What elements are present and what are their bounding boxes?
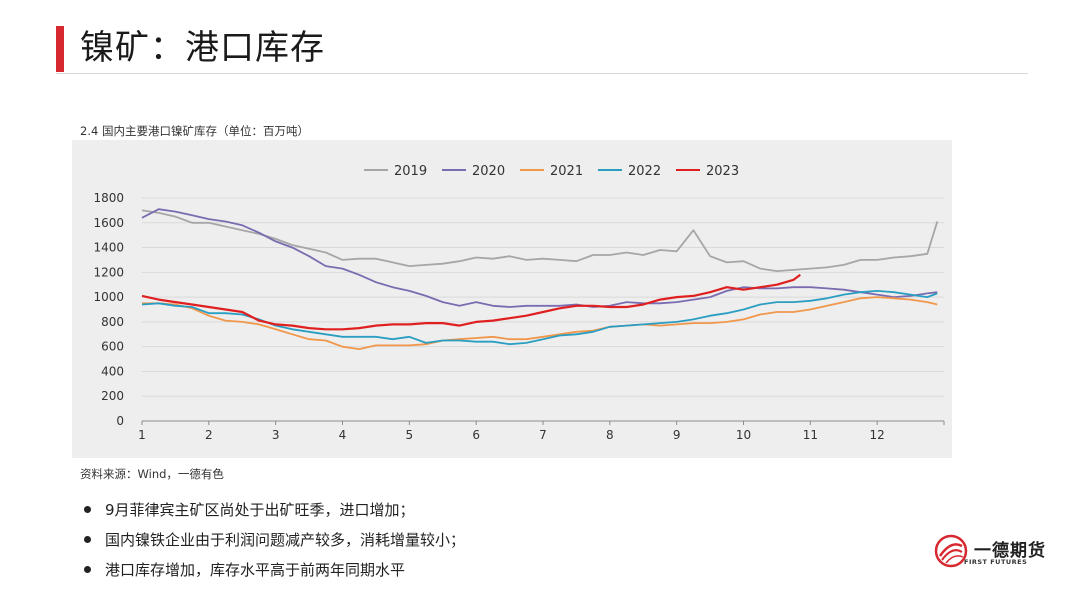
y-tick-label: 1200: [93, 265, 124, 279]
x-tick-label: 6: [472, 428, 480, 442]
company-logo: 一德期货 FIRST FUTURES: [934, 534, 1046, 574]
x-tick-label: 5: [406, 428, 414, 442]
bullet-item: 港口库存增加，库存水平高于前两年同期水平: [84, 554, 465, 584]
y-tick-label: 1400: [93, 241, 124, 255]
x-tick-label: 10: [736, 428, 751, 442]
bullet-dot-icon: [84, 565, 91, 573]
y-tick-label: 600: [101, 340, 124, 354]
legend-label-2023: 2023: [706, 164, 739, 179]
bullet-dot-icon: [84, 535, 91, 543]
y-tick-label: 0: [116, 414, 124, 428]
title-divider: [56, 73, 1028, 74]
x-tick-label: 4: [339, 428, 347, 442]
y-tick-label: 1600: [93, 216, 124, 230]
series-line-2021: [142, 296, 938, 351]
x-tick-label: 12: [870, 428, 885, 442]
bullet-list: 9月菲律宾主矿区尚处于出矿旺季，进口增加； 国内镍铁企业由于利润问题减产较多，消…: [84, 494, 465, 584]
legend-label-2019: 2019: [394, 164, 427, 179]
logo-subtitle: FIRST FUTURES: [964, 558, 1028, 566]
series-line-2020: [141, 208, 938, 308]
x-tick-label: 7: [539, 428, 547, 442]
chart-caption: 2.4 国内主要港口镍矿库存（单位：百万吨）: [80, 124, 309, 138]
x-tick-label: 2: [205, 428, 213, 442]
series-line-2019: [141, 209, 939, 273]
y-tick-label: 200: [101, 389, 124, 403]
y-tick-label: 1000: [93, 290, 124, 304]
bullet-item: 9月菲律宾主矿区尚处于出矿旺季，进口增加；: [84, 494, 465, 524]
title-accent-bar: [56, 26, 64, 72]
bullet-text: 9月菲律宾主矿区尚处于出矿旺季，进口增加；: [105, 500, 415, 519]
grid-layer: [142, 197, 944, 397]
legend-label-2022: 2022: [628, 164, 661, 179]
page-title: 镍矿：港口库存: [80, 28, 325, 68]
legend: 2019 2020 2021 2022 2023: [364, 164, 739, 179]
bullet-text: 港口库存增加，库存水平高于前两年同期水平: [105, 560, 406, 579]
series-line-2022: [141, 289, 938, 346]
y-tick-label: 800: [101, 315, 124, 329]
x-tick-label: 3: [272, 428, 280, 442]
x-tick-label: 1: [138, 428, 146, 442]
y-tick-label: 1800: [93, 191, 124, 205]
plot-background: [72, 140, 952, 458]
source-note: 资料来源：Wind，一德有色: [80, 467, 224, 481]
logo-mark-icon: [934, 534, 968, 568]
bullet-item: 国内镍铁企业由于利润问题减产较多，消耗增量较小；: [84, 524, 465, 554]
series-line-2023: [141, 273, 801, 331]
logo-name: 一德期货: [974, 541, 1046, 561]
legend-label-2020: 2020: [472, 164, 505, 179]
legend-label-2021: 2021: [550, 164, 583, 179]
bullet-text: 国内镍铁企业由于利润问题减产较多，消耗增量较小；: [105, 530, 466, 549]
x-tick-label: 9: [673, 428, 681, 442]
x-tick-label: 8: [606, 428, 614, 442]
x-tick-label: 11: [803, 428, 818, 442]
bullet-dot-icon: [84, 505, 91, 513]
series-layer: [141, 208, 939, 351]
y-tick-label: 400: [101, 364, 124, 378]
